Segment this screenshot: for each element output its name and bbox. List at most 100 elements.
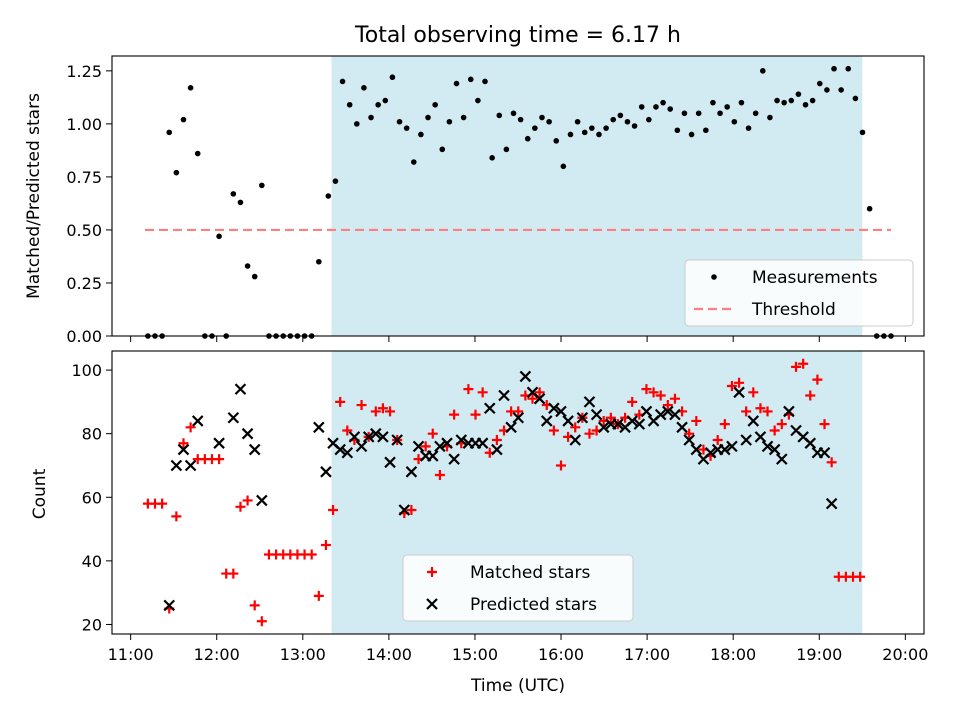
data-point: [826, 457, 837, 468]
data-point: [177, 443, 190, 456]
data-point: [774, 97, 780, 104]
data-point: [866, 205, 873, 212]
data-point: [769, 425, 780, 436]
data-point: [570, 422, 581, 433]
data-point: [596, 131, 602, 138]
data-point: [655, 390, 666, 401]
data-point: [776, 419, 787, 430]
data-point: [683, 434, 695, 446]
y-tick-label: 100: [71, 361, 102, 380]
data-point: [560, 163, 567, 170]
data-point: [627, 396, 638, 407]
data-point: [325, 193, 332, 199]
data-point: [838, 87, 844, 93]
data-point: [453, 80, 460, 87]
data-point: [562, 415, 574, 427]
x-tick-label: 14:00: [366, 645, 412, 664]
data-point: [741, 406, 752, 417]
y-tick-label: 0.00: [66, 327, 102, 346]
data-point: [237, 199, 244, 206]
data-point: [503, 146, 510, 153]
data-point: [377, 403, 388, 414]
data-point: [745, 125, 752, 131]
data-point: [382, 97, 389, 104]
legend-marker-plus: [427, 567, 437, 577]
data-point: [410, 159, 417, 165]
legend-label: Matched stars: [470, 563, 590, 583]
data-point: [674, 127, 681, 134]
data-point: [776, 453, 788, 465]
data-point: [612, 418, 624, 430]
data-point: [339, 78, 346, 85]
data-point: [624, 118, 631, 125]
data-point: [733, 386, 745, 399]
data-point: [491, 443, 503, 456]
data-point: [667, 106, 673, 112]
data-point: [812, 374, 823, 385]
data-point: [768, 443, 781, 456]
data-point: [194, 150, 201, 157]
data-point: [384, 456, 396, 469]
data-point: [241, 427, 254, 440]
data-point: [646, 116, 652, 123]
data-point: [316, 258, 322, 265]
data-point: [798, 358, 809, 369]
data-point: [690, 443, 703, 456]
data-point: [795, 91, 802, 97]
data-point: [432, 101, 438, 108]
x-tick-label: 12:00: [194, 645, 240, 664]
data-point: [734, 377, 745, 388]
data-point: [405, 466, 418, 478]
data-point: [403, 125, 410, 131]
data-point: [370, 427, 382, 440]
data-point: [171, 511, 182, 522]
data-point: [477, 387, 488, 398]
data-point: [505, 421, 517, 434]
data-point: [818, 446, 831, 459]
data-point: [463, 384, 474, 395]
data-point: [688, 131, 695, 138]
data-point: [532, 125, 538, 131]
data-point: [425, 114, 431, 121]
legend-top: Measurements Threshold: [684, 259, 914, 327]
data-point: [845, 65, 852, 72]
data-point: [567, 131, 574, 138]
data-point: [441, 437, 453, 449]
data-point: [242, 495, 253, 506]
x-tick-label: 17:00: [624, 645, 670, 664]
legend-box: [684, 259, 914, 327]
legend-bottom: Matched stars Predicted stars: [402, 554, 634, 622]
data-point: [519, 370, 532, 383]
data-point: [346, 101, 353, 108]
data-point: [747, 415, 760, 427]
y-tick-label: 20: [82, 615, 102, 634]
data-point: [355, 440, 368, 453]
legend-label: Measurements: [752, 268, 878, 288]
data-point: [214, 454, 225, 465]
data-point: [178, 438, 189, 449]
data-point: [691, 415, 702, 426]
data-point: [434, 440, 446, 453]
data-point: [804, 437, 817, 449]
data-point: [755, 403, 766, 414]
x-tick-label: 20:00: [882, 645, 928, 664]
data-point: [249, 600, 260, 611]
data-point: [555, 405, 567, 418]
data-point: [448, 453, 460, 465]
x-tick-label: 13:00: [280, 645, 326, 664]
data-point: [510, 110, 517, 117]
data-point: [342, 425, 353, 436]
data-point: [762, 406, 773, 417]
data-point: [467, 76, 474, 83]
x-tick-label: 11:00: [108, 645, 154, 664]
data-point: [391, 434, 403, 446]
data-point: [581, 129, 588, 136]
data-point: [754, 431, 767, 443]
data-point: [641, 384, 652, 395]
data-point: [517, 116, 524, 123]
data-point: [259, 182, 265, 189]
data-point: [427, 428, 438, 439]
data-point: [610, 116, 617, 123]
